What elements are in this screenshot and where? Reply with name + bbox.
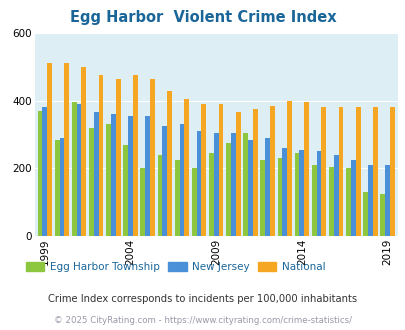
Bar (150, 79, 154, 236)
Bar (338, 108, 343, 236)
Bar (350, 160, 355, 236)
Bar (311, 165, 316, 236)
Bar (192, 168, 196, 236)
Bar (174, 160, 179, 236)
Bar (140, 168, 145, 236)
Bar (184, 99, 189, 236)
Bar (213, 133, 218, 236)
Bar (179, 124, 184, 236)
Bar (367, 165, 372, 236)
Bar (111, 114, 115, 236)
Bar (218, 104, 223, 236)
Bar (38, 111, 42, 236)
Bar (345, 168, 350, 236)
Bar (72, 102, 77, 236)
Bar (128, 116, 132, 236)
Bar (333, 155, 338, 236)
Bar (321, 108, 326, 236)
Bar (47, 63, 52, 236)
Bar (106, 124, 111, 236)
Bar (60, 138, 64, 236)
Bar (196, 131, 201, 236)
Bar (235, 113, 240, 236)
Bar (355, 108, 360, 236)
Bar (264, 138, 269, 236)
Bar (379, 194, 384, 236)
Bar (157, 155, 162, 236)
Legend: Egg Harbor Township, New Jersey, National: Egg Harbor Township, New Jersey, Nationa… (21, 258, 328, 276)
Bar (316, 151, 321, 236)
Bar (243, 133, 247, 236)
Bar (81, 67, 86, 236)
Text: Crime Index corresponds to incidents per 100,000 inhabitants: Crime Index corresponds to incidents per… (48, 294, 357, 304)
Bar (94, 113, 98, 236)
Bar (362, 192, 367, 236)
Bar (328, 167, 333, 236)
Bar (115, 79, 120, 236)
Bar (230, 133, 235, 236)
Bar (162, 126, 167, 236)
Bar (389, 108, 394, 236)
Bar (201, 104, 206, 236)
Bar (132, 75, 137, 236)
Bar (372, 108, 377, 236)
Bar (277, 158, 281, 236)
Bar (294, 153, 299, 236)
Bar (209, 153, 213, 236)
Bar (286, 101, 291, 236)
Bar (167, 90, 172, 236)
Bar (123, 145, 128, 236)
Bar (281, 148, 286, 236)
Bar (226, 143, 230, 236)
Bar (89, 128, 94, 236)
Bar (269, 106, 274, 236)
Bar (42, 108, 47, 236)
Bar (260, 160, 264, 236)
Bar (247, 140, 252, 236)
Bar (303, 102, 308, 236)
Bar (64, 63, 69, 236)
Bar (252, 109, 257, 236)
Text: © 2025 CityRating.com - https://www.cityrating.com/crime-statistics/: © 2025 CityRating.com - https://www.city… (54, 316, 351, 325)
Bar (384, 165, 389, 236)
Bar (145, 116, 150, 236)
Bar (77, 104, 81, 236)
Text: Egg Harbor  Violent Crime Index: Egg Harbor Violent Crime Index (70, 10, 335, 25)
Bar (299, 150, 303, 236)
Bar (98, 75, 103, 236)
Bar (55, 140, 60, 236)
